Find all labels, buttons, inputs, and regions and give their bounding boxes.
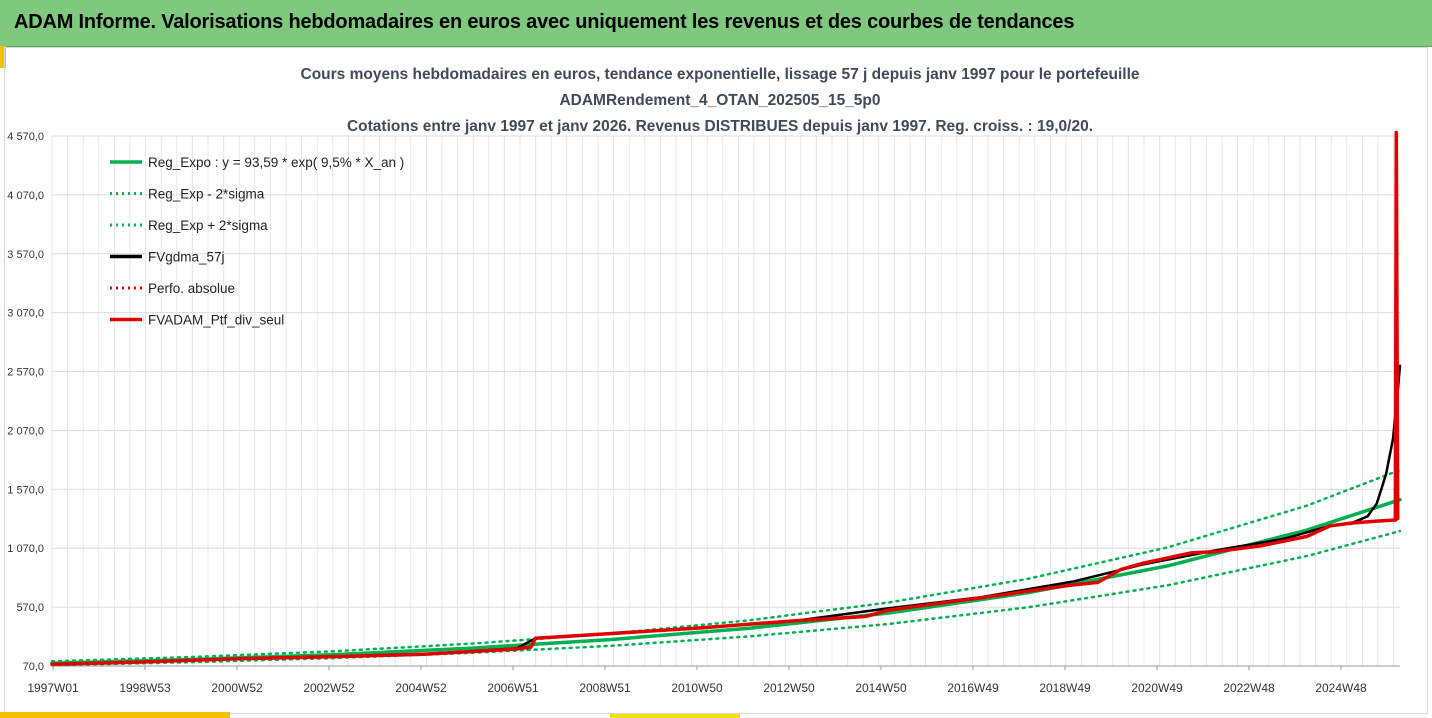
y-tick-label: 4 070,0 xyxy=(7,190,44,202)
series-reg-minus-2sigma xyxy=(50,529,1402,667)
x-tick-label: 2008W51 xyxy=(579,681,631,695)
chart-title-line-3: Cotations entre janv 1997 et janv 2026. … xyxy=(346,118,1094,135)
x-tick-label: 2004W52 xyxy=(395,681,447,695)
legend-label: Reg_Exp + 2*sigma xyxy=(148,218,268,233)
x-tick-label: 2024W48 xyxy=(1315,681,1367,695)
accent-bar-top xyxy=(0,46,6,68)
x-tick-label: 2016W49 xyxy=(947,681,999,695)
x-tick-label: 2000W52 xyxy=(211,681,263,695)
x-tick-label: 2020W49 xyxy=(1131,681,1183,695)
chart-title-line-2: ADAMRendement_4_OTAN_202505_15_5p0 xyxy=(559,92,881,109)
legend-label: Perfo. absolue xyxy=(148,281,235,296)
page-title: ADAM Informe. Valorisations hebdomadaire… xyxy=(14,11,1075,33)
y-tick-label: 2 570,0 xyxy=(7,367,44,379)
y-tick-label: 1 070,0 xyxy=(7,543,44,555)
series-fvgdma-57j xyxy=(50,364,1402,666)
legend-label: Reg_Expo : y = 93,59 * exp( 9,5% * X_an … xyxy=(148,155,404,170)
chart-frame xyxy=(4,47,1428,714)
y-tick-label: 2 070,0 xyxy=(7,425,44,437)
x-tick-label: 1998W53 xyxy=(119,681,171,695)
x-tick-label: 2018W49 xyxy=(1039,681,1091,695)
accent-bar-bottom-left xyxy=(0,712,230,718)
x-tick-label: 2010W50 xyxy=(671,681,723,695)
legend-label: FVgdma_57j xyxy=(148,250,225,265)
y-tick-label: 570,0 xyxy=(16,602,44,614)
x-tick-label: 2006W51 xyxy=(487,681,539,695)
series-reg-plus-2sigma xyxy=(50,468,1402,663)
legend-label: Reg_Exp - 2*sigma xyxy=(148,187,265,202)
y-tick-label: 1 570,0 xyxy=(7,484,44,496)
x-tick-label: 1997W01 xyxy=(27,681,79,695)
x-tick-label: 2012W50 xyxy=(763,681,815,695)
x-tick-label: 2002W52 xyxy=(303,681,355,695)
legend-label: FVADAM_Ptf_div_seul xyxy=(148,313,284,328)
y-tick-label: 3 070,0 xyxy=(7,308,44,320)
header-banner: ADAM Informe. Valorisations hebdomadaire… xyxy=(0,0,1432,47)
y-tick-label: 4 570,0 xyxy=(7,131,44,143)
chart-title-line-1: Cours moyens hebdomadaires en euros, ten… xyxy=(300,66,1140,83)
x-tick-label: 2014W50 xyxy=(855,681,907,695)
y-tick-label: 3 570,0 xyxy=(7,249,44,261)
series-fvadam-ptf-div-seul xyxy=(50,130,1400,666)
x-tick-label: 2022W48 xyxy=(1223,681,1275,695)
accent-bar-bottom-middle xyxy=(610,714,740,718)
y-tick-label: 70,0 xyxy=(23,661,44,673)
